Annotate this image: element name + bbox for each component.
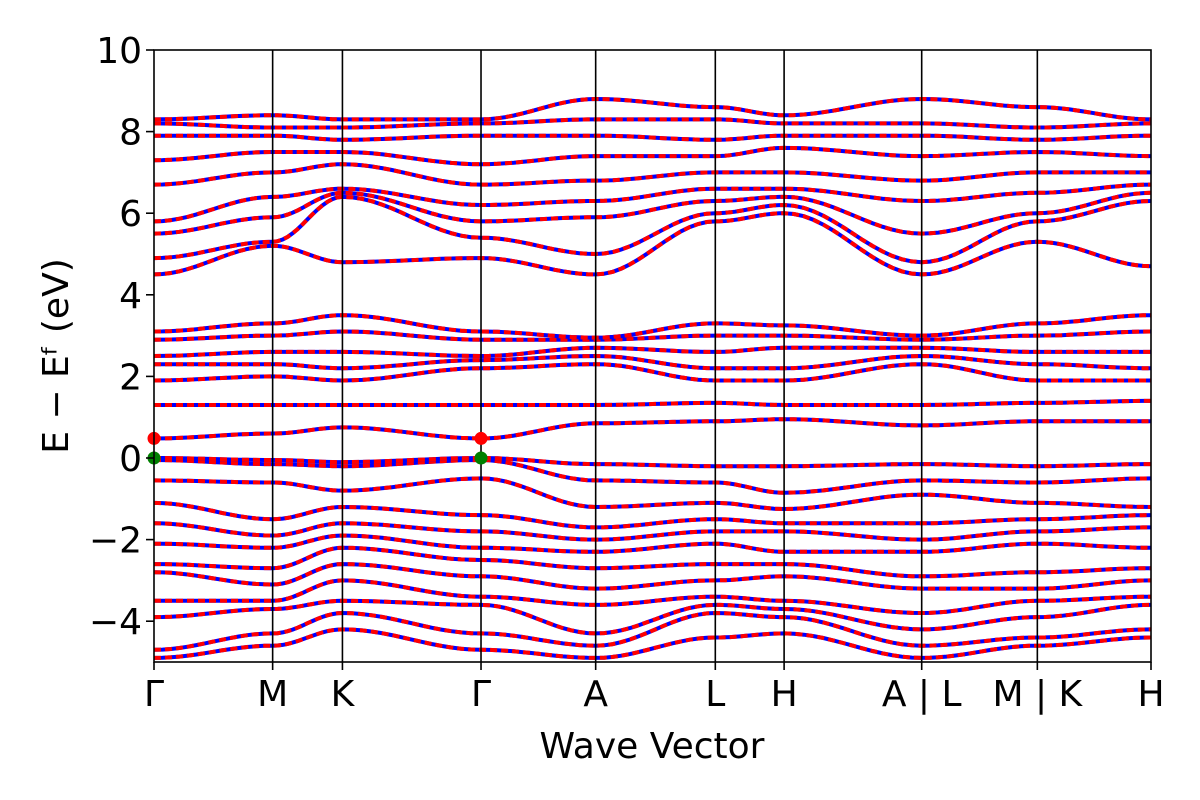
band-line-red [154, 329, 1151, 342]
x-axis-title: Wave Vector [540, 726, 765, 767]
x-tick-label: H [1137, 674, 1164, 715]
y-axis-ticks: −4 −2 0 2 4 6 8 10 [89, 31, 154, 643]
y-tick-label: 0 [119, 439, 142, 480]
y-tick-label: 10 [96, 31, 142, 72]
band-line-red [154, 457, 1151, 495]
band-line-red [154, 533, 1151, 554]
band-line-red [154, 96, 1151, 122]
band-line-red [154, 162, 1151, 187]
y-tick-label: 6 [119, 194, 142, 235]
y-tick-label: −2 [89, 521, 142, 562]
x-tick-label: K [331, 674, 356, 715]
band-line-red [154, 145, 1151, 167]
band-line-red [154, 545, 1151, 579]
x-tick-label: M [257, 674, 288, 715]
band-line-red [154, 500, 1151, 530]
band-line-red [154, 353, 1151, 371]
band-line-red [154, 578, 1151, 616]
band-line-red [154, 194, 1151, 265]
x-tick-label: A | L [882, 674, 962, 715]
x-axis-ticks: Γ M K Γ A L H A | L M | K H [144, 662, 1165, 715]
y-tick-label: −4 [89, 602, 142, 643]
band-line-red [154, 455, 1151, 469]
band-line-red [154, 190, 1151, 236]
vbm-marker [474, 451, 488, 465]
plot-frame [153, 49, 1152, 663]
cbm-marker [474, 431, 488, 445]
kpath-lines [271, 50, 1039, 662]
band-line-red [154, 417, 1151, 441]
x-tick-label: H [771, 674, 798, 715]
band-line-red [154, 133, 1151, 142]
band-line-red [154, 610, 1151, 652]
band-line-red [154, 521, 1151, 542]
x-tick-label: A [583, 674, 608, 715]
bands-layer [154, 96, 1151, 660]
band-line-red [154, 398, 1151, 407]
band-line-red [154, 345, 1151, 359]
x-tick-label: M | K [992, 674, 1083, 715]
band-line-red [154, 117, 1151, 130]
y-tick-label: 2 [119, 357, 142, 398]
band-line-red [154, 598, 1151, 636]
band-line-red [154, 313, 1151, 340]
band-line-red [154, 182, 1151, 224]
band-line-red [154, 562, 1151, 591]
x-tick-label: L [705, 674, 725, 715]
y-tick-label: 8 [119, 113, 142, 154]
x-tick-label: Γ [144, 674, 164, 715]
band-line-red [154, 476, 1151, 512]
y-tick-label: 4 [119, 276, 142, 317]
y-axis-title: E − Eᶠ (eV) [36, 258, 77, 454]
x-tick-label: Γ [471, 674, 491, 715]
band-line-red [154, 211, 1151, 277]
band-line-red [154, 362, 1151, 383]
band-line-red [154, 627, 1151, 660]
